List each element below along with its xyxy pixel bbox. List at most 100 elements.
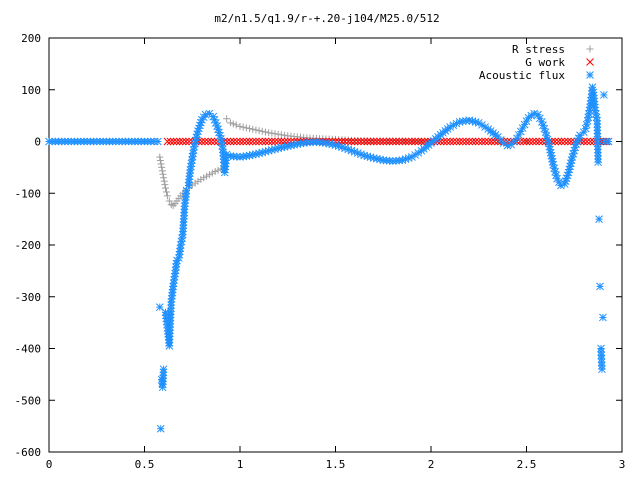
data-point-interp-b: [341, 137, 349, 146]
data-point-interp-b: [540, 124, 549, 133]
data-point-interp: [161, 181, 169, 189]
data-point-interp-b: [462, 137, 470, 146]
data-point-interp: [157, 160, 165, 168]
data-point-interp-b: [592, 113, 601, 122]
data-point-interp-b: [226, 137, 235, 146]
data-point-interp-b: [248, 150, 257, 159]
data-point-interp: [344, 137, 353, 146]
data-point-interp: [252, 137, 260, 146]
data-point-interp-b: [565, 165, 574, 174]
plot-frame: [48, 37, 623, 453]
data-point-interp-b: [566, 159, 575, 168]
data-point: [197, 137, 206, 146]
data-point-interp-b: [536, 114, 544, 123]
data-point-interp-b: [207, 137, 216, 146]
data-point-b: [553, 174, 561, 183]
data-point-b: [499, 139, 508, 147]
data-point-interp: [462, 137, 470, 146]
data-point-b: [530, 109, 538, 118]
data-point-interp: [341, 137, 349, 146]
data-point-interp-b: [557, 137, 566, 146]
data-point-interp-b: [172, 137, 181, 146]
data-point-interp: [156, 156, 164, 164]
data-point-interp-b: [436, 137, 445, 146]
data-point-interp-b: [334, 142, 343, 151]
data-point-interp: [347, 137, 356, 146]
data-point-b: [154, 137, 162, 146]
data-point-interp-b: [417, 137, 426, 146]
data-point-b: [369, 154, 378, 162]
data-point-interp-b: [252, 150, 260, 158]
data-point-b: [159, 365, 168, 374]
data-point-interp-b: [185, 137, 193, 146]
data-point-interp: [376, 155, 384, 164]
x-tick-label: 0.5: [135, 458, 155, 471]
data-point-interp-b: [550, 164, 559, 173]
data-point-interp-b: [210, 115, 219, 124]
data-point-interp: [586, 137, 595, 146]
data-point: [599, 313, 607, 322]
data-point-interp-b: [366, 137, 375, 146]
data-point: [156, 153, 164, 161]
data-point-interp: [439, 137, 448, 146]
data-point-interp: [162, 188, 170, 196]
data-point-interp-b: [506, 137, 515, 146]
data-point-interp: [529, 137, 537, 146]
data-point: [236, 122, 244, 130]
data-point-interp-b: [500, 137, 509, 146]
data-point-interp-b: [193, 130, 202, 139]
data-point-interp: [242, 137, 251, 146]
data-point-interp-b: [566, 162, 574, 171]
data-point: [158, 163, 166, 171]
data-point: [159, 365, 168, 374]
data-point: [596, 282, 604, 291]
data-point-interp-b: [360, 137, 369, 146]
data-point-interp-b: [589, 137, 598, 146]
data-point-interp-b: [458, 137, 467, 146]
data-point-interp: [583, 137, 591, 146]
data-point: [167, 201, 175, 209]
data-point-b: [222, 150, 231, 159]
data-point-interp-b: [229, 137, 238, 146]
data-point-interp: [484, 137, 493, 146]
data-point-interp: [160, 177, 168, 185]
data-point-interp-b: [539, 121, 547, 130]
data-point-interp-b: [395, 137, 404, 146]
data-point: [178, 137, 187, 146]
data-point: [163, 137, 172, 146]
data-point-interp-b: [543, 135, 552, 144]
data-point: [232, 121, 240, 129]
data-point: [274, 130, 282, 138]
data-point-interp-b: [182, 137, 190, 146]
data-point-interp-b: [532, 137, 540, 146]
data-point-interp-b: [277, 143, 286, 152]
data-point-interp-b: [338, 143, 346, 152]
legend-label: R stress: [512, 43, 565, 56]
y-tick-label: -100: [15, 187, 42, 200]
data-point: [236, 137, 244, 146]
data-point-interp-b: [211, 119, 220, 127]
data-point-interp-b: [188, 156, 196, 164]
data-point-interp: [353, 137, 362, 146]
data-point-b: [576, 131, 584, 140]
data-point-interp: [159, 170, 167, 178]
data-point-b: [274, 144, 283, 153]
data-point-b: [178, 137, 187, 146]
data-point-interp: [385, 137, 394, 146]
axes: 0 0.5 1 1.5 2 2.5 3 200 100 0 -100 -200 -300 -400 -500…: [15, 32, 626, 471]
data-point-interp: [255, 137, 263, 146]
data-point: [595, 215, 603, 223]
data-point-interp-b: [462, 116, 470, 125]
data-point-interp: [547, 151, 556, 160]
data-point-interp-b: [271, 137, 279, 146]
data-point-interp-b: [452, 137, 461, 146]
data-point-interp-b: [325, 139, 333, 148]
data-point-interp: [252, 126, 260, 134]
data-point-b: [213, 122, 221, 130]
data-point-interp-b: [481, 137, 489, 146]
data-point-interp-b: [239, 137, 248, 146]
x-tick-label: 1: [237, 458, 244, 471]
data-point-interp-b: [218, 141, 227, 150]
data-point-interp: [357, 137, 365, 146]
data-point: [465, 137, 474, 146]
